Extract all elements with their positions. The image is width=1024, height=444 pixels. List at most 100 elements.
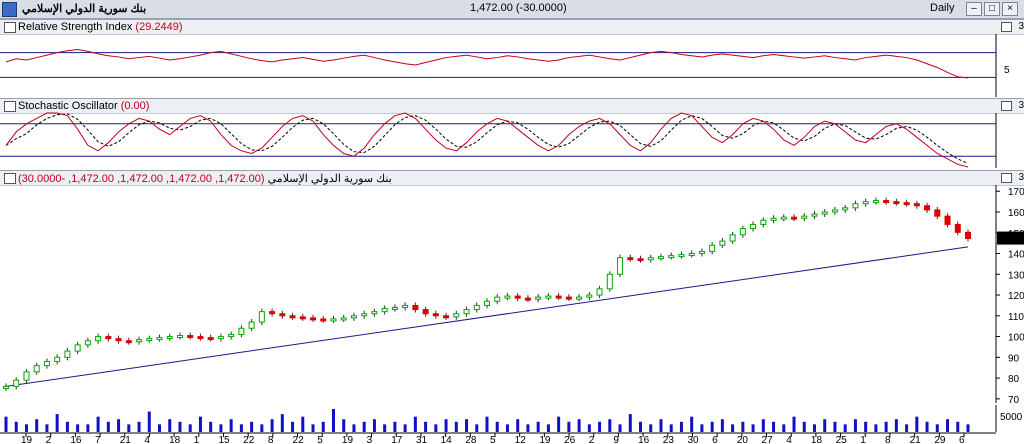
- period-label[interactable]: Daily: [930, 2, 955, 14]
- price-tick-label: 170: [1008, 187, 1024, 198]
- candle: [954, 223, 961, 233]
- candle: [187, 335, 194, 339]
- pane-icon[interactable]: [4, 22, 16, 33]
- candle: [698, 250, 705, 255]
- volume-bar: [905, 424, 909, 432]
- pane-maximize-button[interactable]: [1001, 101, 1012, 111]
- stoch-value: (0.00): [120, 100, 150, 112]
- candle: [514, 295, 521, 299]
- volume-bar: [14, 421, 18, 432]
- date-tick-label: 3: [367, 435, 373, 444]
- volume-bar: [96, 416, 100, 432]
- close-icon[interactable]: ×: [1002, 2, 1018, 16]
- date-tick-label: 26: [564, 435, 576, 444]
- date-tick-label: 27: [762, 435, 774, 444]
- date-tick-label: 22: [293, 435, 305, 444]
- candle: [207, 337, 214, 341]
- volume-bar: [690, 416, 694, 432]
- candle: [484, 300, 490, 306]
- date-tick-label: 6: [959, 435, 965, 444]
- rsi-line: [5, 48, 969, 79]
- candle: [852, 203, 859, 209]
- volume-bar: [331, 409, 335, 432]
- volume-bar: [577, 419, 581, 432]
- date-tick-label: 18: [811, 435, 823, 444]
- candle: [668, 255, 675, 259]
- volume-bar: [946, 419, 950, 432]
- volume-bar: [505, 424, 509, 432]
- price-tick-label: 140: [1008, 250, 1024, 261]
- volume-bar: [567, 421, 571, 432]
- candle: [381, 308, 388, 313]
- pane-icon[interactable]: [4, 101, 16, 112]
- volume-bar: [751, 424, 755, 432]
- candle: [269, 311, 276, 315]
- candle: [801, 215, 808, 219]
- date-tick-label: 17: [391, 435, 403, 444]
- volume-bar: [782, 424, 786, 432]
- title-bar: بنك سورية الدولي الإسلامي 1,472.00 (-30.…: [0, 0, 1024, 19]
- date-tick-label: 19: [539, 435, 551, 444]
- price-tick-label: 120: [1008, 291, 1024, 302]
- volume-bar: [812, 424, 816, 432]
- price-tick-label: 130: [1008, 270, 1024, 281]
- price-tick-label: 80: [1008, 374, 1020, 385]
- volume-bar: [413, 416, 417, 432]
- stoch-pane-header: Stochastic Oscillator (0.00) 3: [0, 98, 1024, 114]
- candle: [146, 338, 153, 342]
- candle: [3, 385, 9, 389]
- candle: [831, 209, 838, 213]
- pane-maximize-button[interactable]: [1001, 22, 1012, 32]
- minimize-button[interactable]: –: [966, 2, 982, 16]
- volume-bar: [720, 419, 724, 432]
- volume-bar: [229, 419, 233, 432]
- candle: [791, 216, 798, 220]
- volume-bar: [966, 424, 970, 432]
- candle: [893, 201, 900, 205]
- candle: [719, 240, 726, 246]
- candle: [453, 313, 460, 318]
- date-tick-label: 15: [218, 435, 230, 444]
- volume-bar: [465, 419, 469, 432]
- candle: [760, 219, 767, 225]
- volume-bar: [65, 421, 69, 432]
- volume-bar: [352, 424, 356, 432]
- candle: [729, 234, 736, 242]
- candle: [105, 336, 112, 340]
- volume-bar: [495, 421, 499, 432]
- volume-bar: [188, 424, 192, 432]
- candle: [780, 216, 787, 220]
- date-tick-label: 1: [860, 435, 866, 444]
- pane-icon[interactable]: [4, 173, 16, 184]
- pane-maximize-button[interactable]: [1001, 173, 1012, 183]
- date-tick-label: 20: [737, 435, 749, 444]
- candle: [371, 311, 378, 315]
- volume-bar: [659, 419, 663, 432]
- candle: [54, 356, 61, 362]
- volume-bar: [444, 419, 448, 432]
- candle: [13, 379, 20, 387]
- date-tick-label: 9: [613, 435, 619, 444]
- volume-bar: [475, 424, 479, 432]
- volume-bar: [864, 421, 868, 432]
- volume-bar: [372, 419, 376, 432]
- candle: [606, 273, 613, 290]
- candle: [361, 313, 368, 317]
- date-tick-label: 12: [515, 435, 527, 444]
- date-tick-label: 4: [786, 435, 792, 444]
- candle: [709, 244, 716, 252]
- volume-bar: [628, 414, 632, 432]
- volume-bar: [956, 421, 960, 432]
- volume-bar: [137, 421, 141, 432]
- volume-bar: [935, 424, 939, 432]
- candle: [463, 309, 470, 315]
- volume-bar: [516, 419, 520, 432]
- restore-button[interactable]: □: [984, 2, 1000, 16]
- date-tick-label: 4: [144, 435, 150, 444]
- price-label: بنك سورية الدولي الإسلامي: [267, 173, 392, 185]
- date-tick-label: 28: [465, 435, 477, 444]
- candle: [872, 200, 879, 204]
- volume-bar: [24, 424, 28, 432]
- candle: [596, 288, 603, 296]
